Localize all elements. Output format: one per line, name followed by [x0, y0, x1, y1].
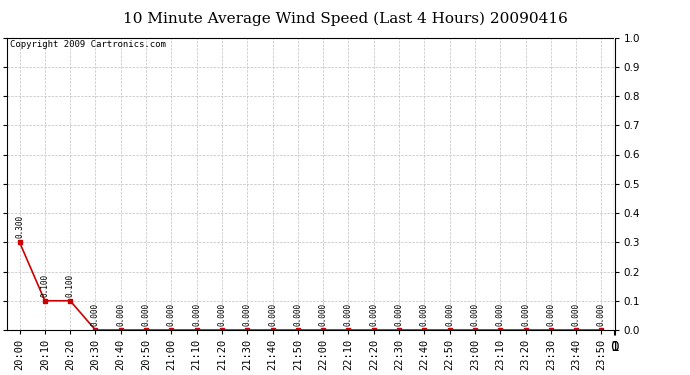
Text: 0.000: 0.000 — [192, 303, 201, 326]
Text: 0.000: 0.000 — [243, 303, 252, 326]
Text: 0.000: 0.000 — [420, 303, 429, 326]
Text: 0.000: 0.000 — [167, 303, 176, 326]
Text: 0.000: 0.000 — [141, 303, 150, 326]
Text: 0.000: 0.000 — [471, 303, 480, 326]
Text: 0.100: 0.100 — [66, 273, 75, 297]
Text: 0.000: 0.000 — [395, 303, 404, 326]
Text: 0.000: 0.000 — [495, 303, 505, 326]
Text: Copyright 2009 Cartronics.com: Copyright 2009 Cartronics.com — [10, 40, 166, 50]
Text: 0.000: 0.000 — [369, 303, 378, 326]
Text: 0.000: 0.000 — [91, 303, 100, 326]
Text: 0.000: 0.000 — [546, 303, 555, 326]
Text: 0.000: 0.000 — [521, 303, 530, 326]
Text: 0.000: 0.000 — [319, 303, 328, 326]
Text: 0.300: 0.300 — [15, 215, 24, 238]
Text: 0.000: 0.000 — [116, 303, 126, 326]
Text: 0.000: 0.000 — [293, 303, 302, 326]
Text: 0.000: 0.000 — [344, 303, 353, 326]
Text: 0.000: 0.000 — [217, 303, 226, 326]
Text: 0.000: 0.000 — [571, 303, 581, 326]
Text: 10 Minute Average Wind Speed (Last 4 Hours) 20090416: 10 Minute Average Wind Speed (Last 4 Hou… — [123, 11, 567, 26]
Text: 0.000: 0.000 — [268, 303, 277, 326]
Text: 0.100: 0.100 — [40, 273, 50, 297]
Text: 0.000: 0.000 — [597, 303, 606, 326]
Text: 0.000: 0.000 — [445, 303, 454, 326]
